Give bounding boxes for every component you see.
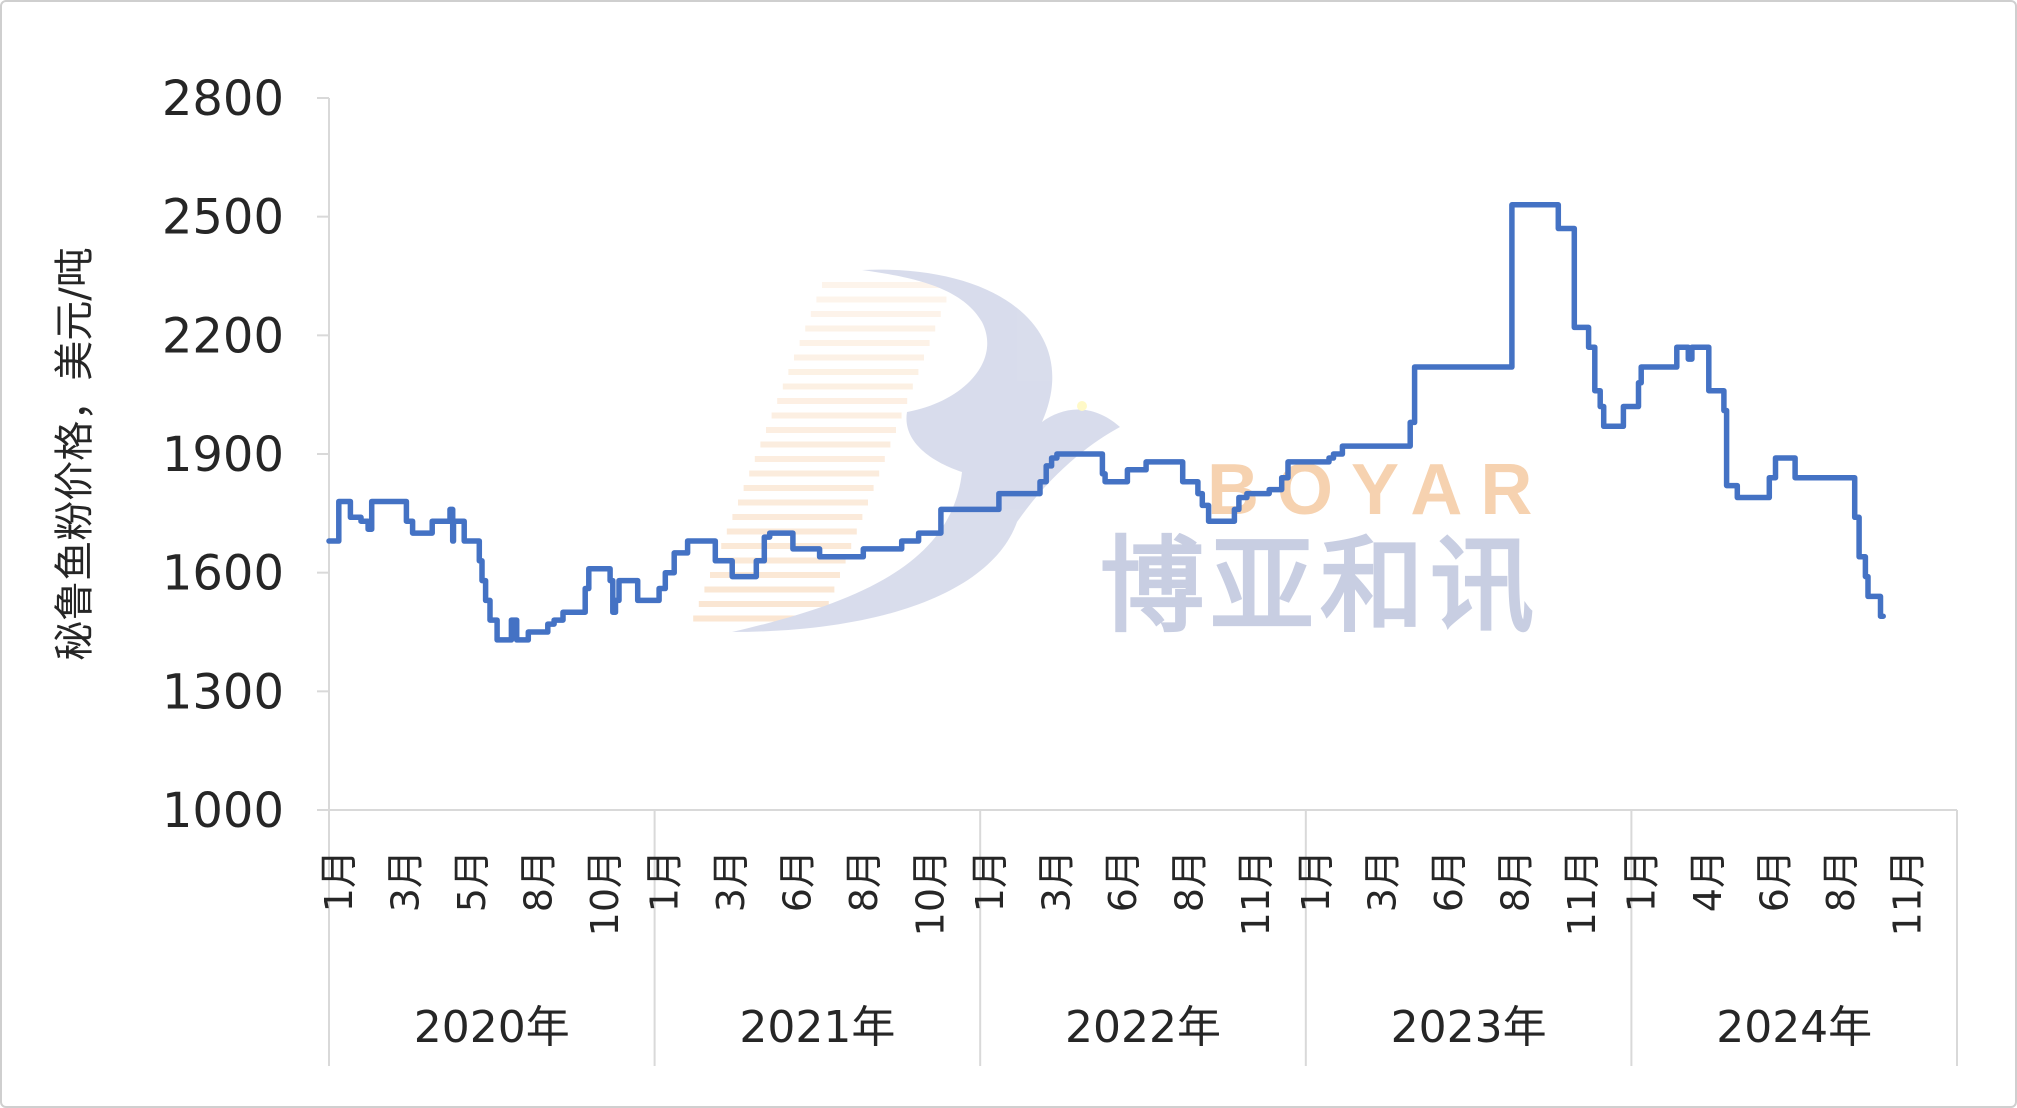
x-tick-label-month: 10月 [583,850,627,936]
logo-bird-icon [732,269,1120,632]
x-tick-label-month: 11月 [1885,850,1929,936]
x-tick-label-month: 8月 [517,850,561,912]
x-tick-label-month: 3月 [709,850,753,912]
logo-stripe [710,572,840,578]
x-tick-label-month: 6月 [1427,850,1471,912]
y-tick-label: 2500 [162,190,284,246]
x-tick-label-month: 11月 [1234,850,1278,936]
logo-stripe [777,398,908,404]
y-axis-title: 秘鲁鱼粉价格，美元/吨 [52,247,98,660]
logo-stripe [805,325,936,332]
logo-stripe [822,282,952,288]
price-series-line [326,202,1886,643]
watermark-chinese: 博亚和讯 [1100,525,1540,647]
x-group-label-year: 2024年 [1716,1002,1872,1053]
x-tick-label-month: 5月 [450,850,494,912]
logo-stripe [766,427,896,433]
logo-stripe [693,615,824,622]
logo-stripe [788,369,919,375]
x-tick-label-month: 6月 [776,850,820,912]
x-tick-label-month: 10月 [909,850,953,936]
x-group-label-year: 2022年 [1065,1002,1221,1053]
x-tick-label-month: 3月 [1035,850,1079,912]
x-tick-label-month: 8月 [1168,850,1212,912]
x-tick-label-month: 1月 [317,850,361,912]
y-tick-label: 1300 [162,664,284,720]
x-tick-label-month: 8月 [842,850,886,912]
x-tick-label-month: 11月 [1560,850,1604,936]
x-group-label-year: 2020年 [414,1002,570,1053]
x-tick-label-month: 8月 [1493,850,1537,912]
logo-stripe [794,354,924,361]
logo-stripe [771,412,902,419]
logo-stripe [698,601,829,607]
x-tick-label-month: 1月 [1294,850,1338,912]
y-tick-label: 1600 [162,546,284,602]
logo-stripe [810,311,941,317]
y-tick-label: 2800 [162,71,284,127]
watermark-latin: BOYAR [1207,450,1550,530]
x-tick-label-month: 6月 [1101,850,1145,912]
x-tick-label-month: 6月 [1752,850,1796,912]
logo-stripe [732,514,863,520]
logo-stripe [760,441,891,448]
logo-stripe [704,586,835,593]
logo-stripe [721,543,852,549]
logo-stripe [743,485,874,491]
logo-stripe [799,340,930,346]
logo-stripe [782,383,913,390]
x-tick-label-month: 1月 [643,850,687,912]
logo-stripe [816,296,947,303]
x-tick-label-month: 3月 [384,850,428,912]
x-tick-label-month: 1月 [968,850,1012,912]
x-tick-label-month: 3月 [1360,850,1404,912]
y-tick-label: 1900 [162,427,284,483]
logo-stripe [754,456,885,462]
logo-stripes [693,282,952,622]
y-tick-label: 1000 [162,783,284,839]
logo-stripe [738,499,868,506]
logo-stripe [749,470,880,477]
x-tick-label-month: 8月 [1819,850,1863,912]
x-tick-label-month: 1月 [1619,850,1663,912]
y-tick-label: 2200 [162,308,284,364]
x-group-label-year: 2023年 [1391,1002,1547,1053]
x-tick-label-month: 4月 [1686,850,1730,912]
x-group-label-year: 2021年 [739,1002,895,1053]
logo-stripe [715,557,846,564]
